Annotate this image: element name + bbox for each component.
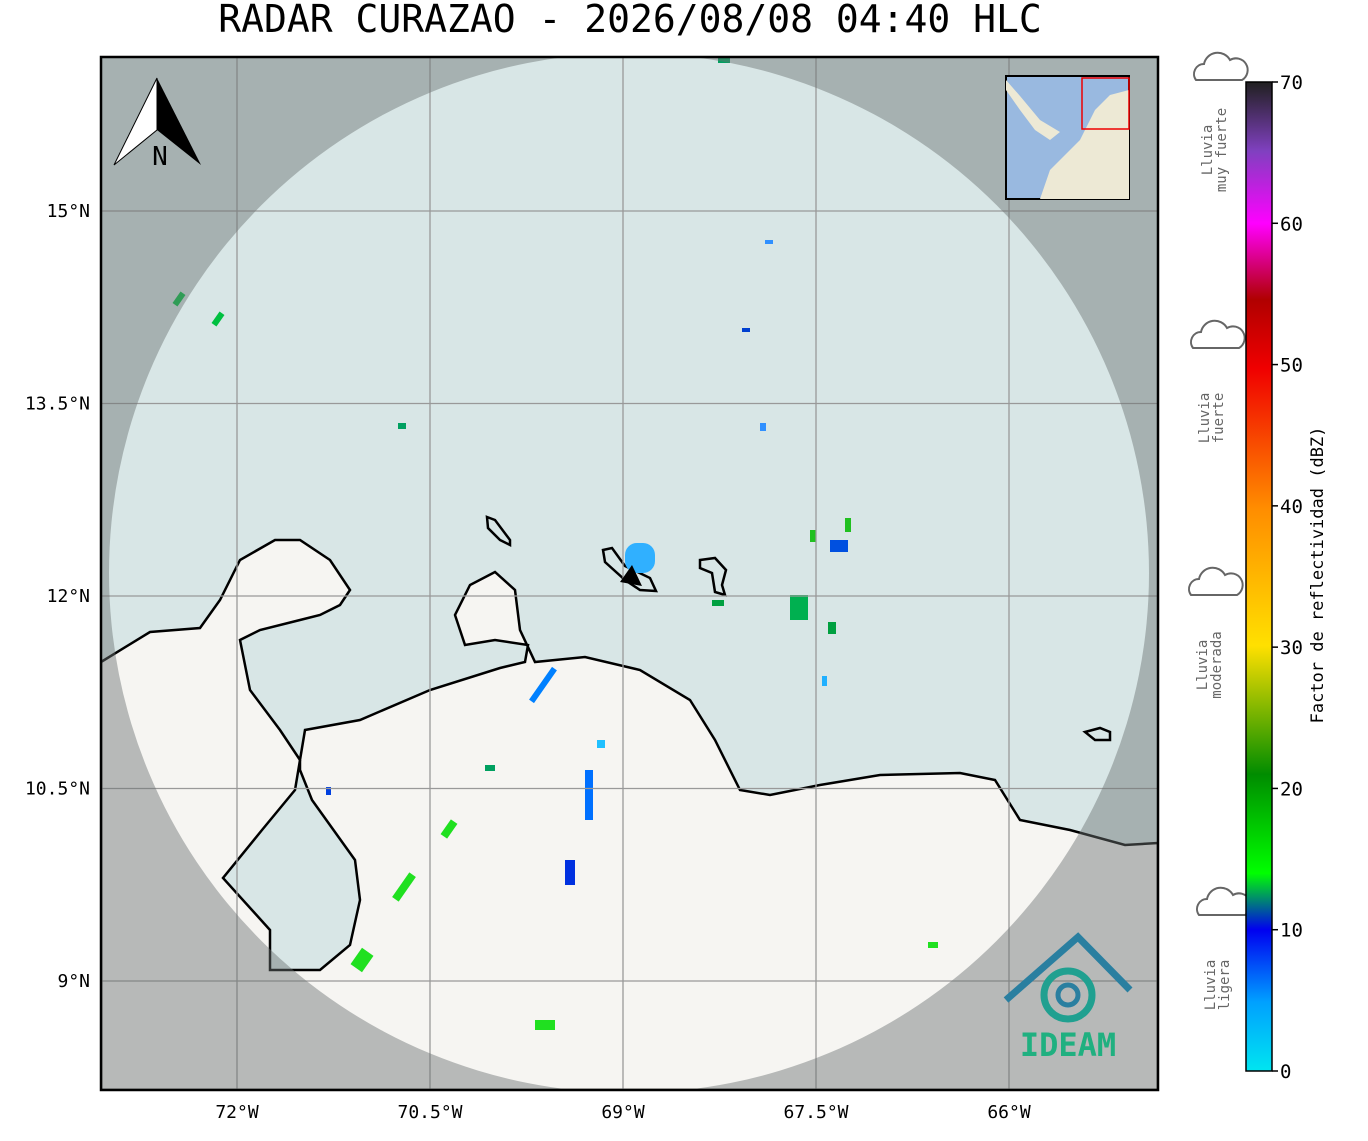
lon-label: 66°W: [987, 1102, 1031, 1123]
lat-label: 10.5°N: [25, 779, 90, 800]
inset-map: [1005, 75, 1130, 200]
colorbar-tick-label: 40: [1280, 496, 1303, 518]
colorbar-label: Factor de reflectividad (dBZ): [1308, 427, 1328, 724]
colorbar-tick-label: 60: [1280, 213, 1303, 235]
rain-legend-text: ligera: [1217, 960, 1233, 1011]
lat-label: 9°N: [57, 971, 90, 992]
colorbar-ticks: 0 10 20 30 40 50 60 70: [1272, 72, 1303, 1083]
rain-legend-text: Lluvia: [1195, 640, 1211, 691]
rain-legend-text: fuerte: [1211, 393, 1227, 444]
rain-legend-text: Lluvia: [1203, 960, 1219, 1011]
map-frame: [99, 55, 1160, 1092]
lat-label: 12°N: [47, 586, 90, 607]
lon-label: 72°W: [215, 1102, 259, 1123]
rain-legend-text: Lluvia: [1200, 125, 1216, 176]
island-aruba: [485, 515, 512, 548]
colorbar-tick-label: 30: [1280, 637, 1303, 659]
colorbar-tick-label: 10: [1280, 920, 1303, 942]
colorbar-tick-label: 50: [1280, 355, 1303, 377]
map: [101, 57, 1158, 1090]
colorbar-tick-label: 20: [1280, 778, 1303, 800]
lon-label: 69°W: [601, 1102, 645, 1123]
lake-maracaibo: [221, 759, 362, 972]
colorbar-tick-label: 70: [1280, 72, 1303, 94]
logo: IDEAM: [1003, 932, 1133, 1064]
rain-legend-text: Lluvia: [1197, 393, 1213, 444]
lon-label: 70.5°W: [397, 1102, 462, 1123]
title: RADAR CURAZAO - 2026/08/08 04:40 HLC: [218, 0, 1042, 41]
island-bonaire: [698, 556, 728, 597]
lon-label: 67.5°W: [783, 1102, 848, 1123]
rain-legend-text: muy fuerte: [1214, 108, 1230, 192]
graticule: [101, 57, 1158, 1090]
colorbar: [1245, 81, 1273, 1072]
radar-marker: [620, 565, 642, 586]
logo-text: IDEAM: [1020, 1026, 1116, 1064]
lat-label: 13.5°N: [25, 394, 90, 415]
island-orchila: [1082, 726, 1112, 742]
cloud-icon: [1190, 319, 1246, 349]
rain-legend-text: moderada: [1209, 631, 1225, 698]
cloud-icon: [1196, 886, 1252, 916]
lat-label: 15°N: [47, 201, 90, 222]
north-label: N: [152, 142, 168, 172]
colorbar-tick-label: 0: [1280, 1061, 1291, 1083]
cloud-icon: [1193, 51, 1249, 81]
north-arrow: N: [113, 77, 201, 172]
radar-echoes: [172, 57, 938, 1030]
cloud-icon: [1188, 566, 1244, 596]
